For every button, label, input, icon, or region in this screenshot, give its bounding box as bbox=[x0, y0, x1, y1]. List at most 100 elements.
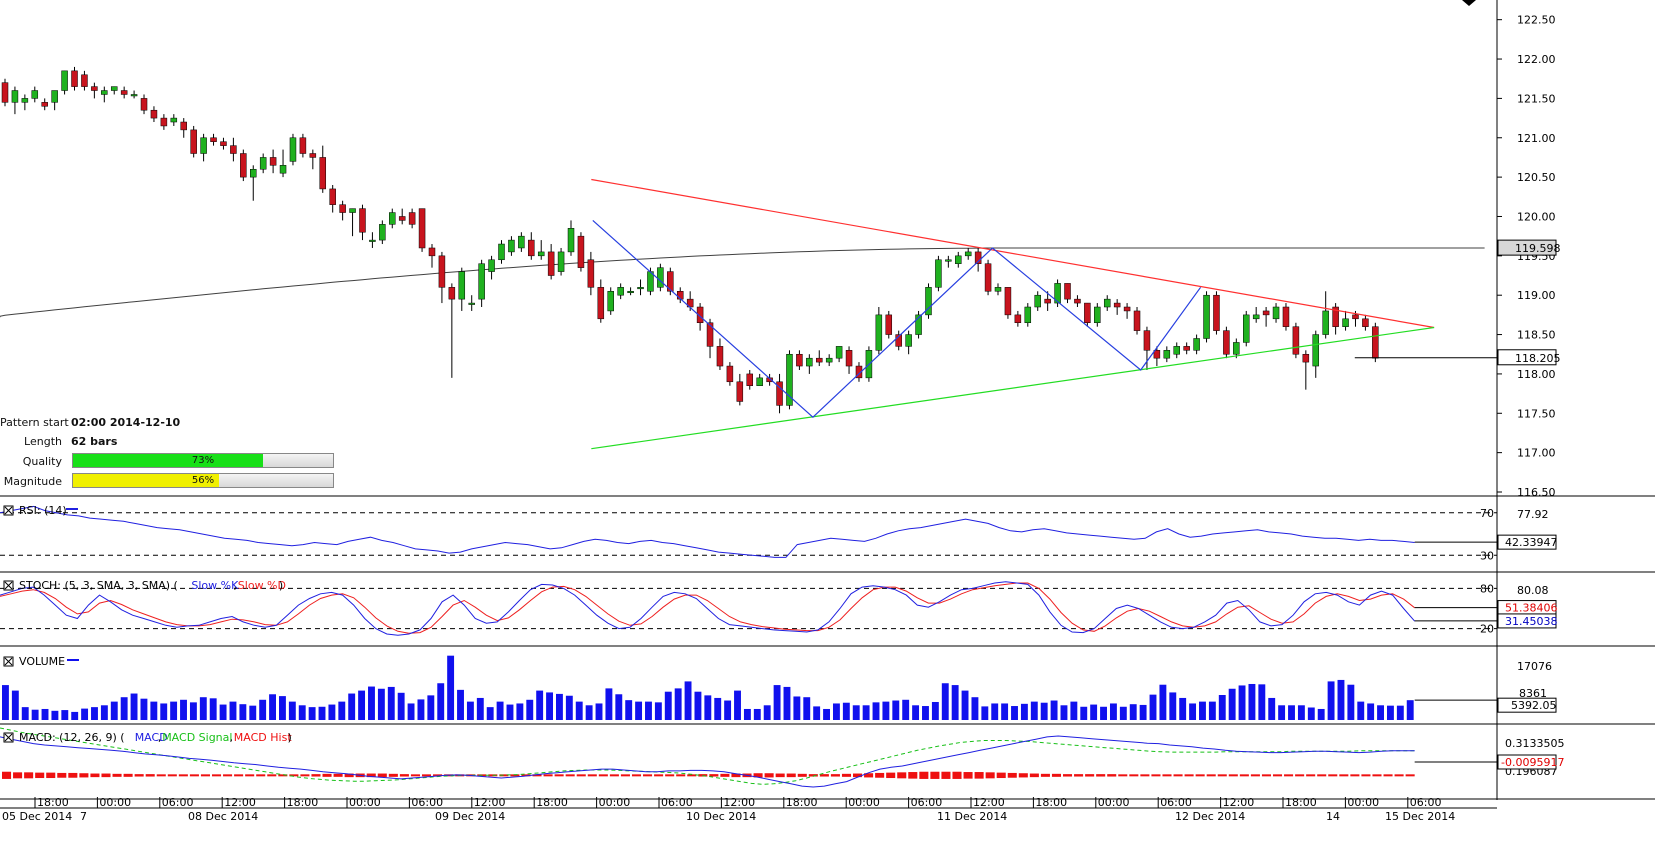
macd-hist-bar bbox=[433, 774, 443, 777]
candle-body bbox=[587, 259, 595, 288]
stoch-k-legend: Slow %K bbox=[191, 579, 239, 592]
candle-body bbox=[1143, 330, 1151, 351]
macd-hist-bar bbox=[1306, 774, 1316, 777]
volume-bar bbox=[793, 696, 801, 720]
macd-hist-bar bbox=[234, 774, 244, 777]
volume-bar bbox=[308, 707, 316, 720]
time-label: 00:00 bbox=[599, 796, 631, 809]
candle-body bbox=[349, 208, 356, 213]
macd-hist-bar bbox=[311, 774, 321, 777]
macd-hist-bar bbox=[1361, 774, 1371, 777]
candle-body bbox=[180, 121, 187, 131]
date-label: 05 Dec 2014 bbox=[2, 810, 72, 823]
candle-body bbox=[607, 291, 614, 312]
volume-bar bbox=[219, 704, 227, 720]
macd-title: MACD: (12, 26, 9) ( bbox=[19, 731, 125, 744]
volume-bar bbox=[1406, 700, 1414, 720]
time-label: 00:00 bbox=[349, 796, 381, 809]
macd-hist-bar bbox=[1074, 774, 1084, 777]
volume-bar bbox=[407, 703, 415, 720]
volume-bar bbox=[31, 709, 39, 720]
time-label: 12:00 bbox=[723, 796, 755, 809]
macd-hist-bar bbox=[1394, 774, 1404, 777]
macd-hist-bar bbox=[532, 774, 542, 777]
candle-body bbox=[1084, 302, 1091, 324]
volume-bar bbox=[1199, 701, 1206, 720]
candle-body bbox=[1193, 338, 1200, 351]
macd-hist-bar bbox=[985, 772, 995, 779]
stoch-d-value-label: 31.45038 bbox=[1505, 615, 1558, 628]
candle-body bbox=[438, 255, 446, 288]
macd-hist-bar bbox=[709, 774, 719, 777]
volume-bar bbox=[358, 690, 366, 720]
volume-bar bbox=[496, 701, 504, 720]
rsi-title: RSI: (14) bbox=[19, 504, 67, 517]
candle-body bbox=[696, 306, 704, 324]
volume-bar bbox=[1228, 688, 1236, 720]
candle-body bbox=[1103, 298, 1111, 308]
date-label: 15 Dec 2014 bbox=[1385, 810, 1455, 823]
volume-bar bbox=[605, 688, 613, 720]
candle-body bbox=[498, 243, 505, 261]
volume-bar bbox=[506, 704, 514, 720]
quality-bar: 73% bbox=[72, 453, 334, 468]
macd-hist-bar bbox=[1250, 774, 1260, 777]
volume-bar bbox=[664, 691, 672, 720]
macd-hist-bar bbox=[908, 772, 918, 779]
volume-bar bbox=[625, 700, 633, 720]
volume-bar bbox=[387, 686, 395, 720]
candle-body bbox=[1342, 318, 1349, 327]
price-tick-label: 118.00 bbox=[1517, 368, 1556, 381]
macd-hist-bar bbox=[886, 772, 896, 779]
macd-hist-bar bbox=[819, 774, 829, 777]
macd-hist-bar bbox=[1029, 773, 1039, 778]
macd-hist-bar bbox=[223, 774, 233, 777]
volume-bar bbox=[1090, 704, 1098, 720]
volume-bar bbox=[199, 697, 207, 720]
candle-body bbox=[786, 353, 793, 406]
volume-bar bbox=[1258, 684, 1266, 720]
candle-body bbox=[160, 117, 168, 127]
candle-body bbox=[478, 263, 485, 300]
volume-bar bbox=[1278, 705, 1286, 720]
date-label: 10 Dec 2014 bbox=[686, 810, 756, 823]
volume-bar bbox=[1248, 683, 1256, 720]
magnitude-bar: 56% bbox=[72, 473, 334, 488]
candle-body bbox=[597, 287, 605, 320]
candle-body bbox=[667, 271, 674, 292]
volume-bar bbox=[318, 706, 326, 720]
macd-hist-bar bbox=[145, 774, 155, 777]
macd-hist-bar bbox=[996, 772, 1006, 779]
resistance-trendline bbox=[591, 178, 1435, 329]
rsi-level-30-label: 30 bbox=[1480, 549, 1494, 562]
volume-bar bbox=[328, 704, 336, 720]
macd-hist-bar bbox=[797, 773, 807, 777]
volume-bar bbox=[1001, 703, 1009, 720]
candle-body bbox=[51, 90, 58, 103]
volume-bar bbox=[269, 694, 276, 720]
macd-hist-bar bbox=[1129, 774, 1139, 777]
volume-bar bbox=[110, 701, 118, 720]
macd-hist-bar bbox=[875, 772, 885, 778]
date-label: 08 Dec 2014 bbox=[188, 810, 258, 823]
volume-bar bbox=[1357, 701, 1365, 720]
macd-legend-separator: , bbox=[230, 731, 234, 744]
price-tick-label: 122.50 bbox=[1517, 14, 1556, 27]
candle-body bbox=[299, 137, 307, 154]
volume-bar bbox=[595, 703, 603, 720]
volume-bar bbox=[338, 701, 346, 720]
time-label: 18:00 bbox=[1035, 796, 1067, 809]
candle-body bbox=[120, 90, 128, 95]
candle-body bbox=[1014, 314, 1022, 324]
candle-body bbox=[150, 109, 158, 119]
time-label: 18:00 bbox=[37, 796, 69, 809]
candle-body bbox=[1262, 310, 1270, 316]
volume-bar bbox=[1288, 705, 1295, 720]
candle-body bbox=[240, 153, 247, 178]
moving-average-line bbox=[0, 247, 1485, 318]
volume-bar bbox=[872, 702, 880, 720]
candle-body bbox=[1312, 334, 1320, 367]
time-label: 12:00 bbox=[474, 796, 506, 809]
rsi-value-label: 42.33947 bbox=[1505, 536, 1558, 549]
volume-bar bbox=[130, 693, 138, 720]
